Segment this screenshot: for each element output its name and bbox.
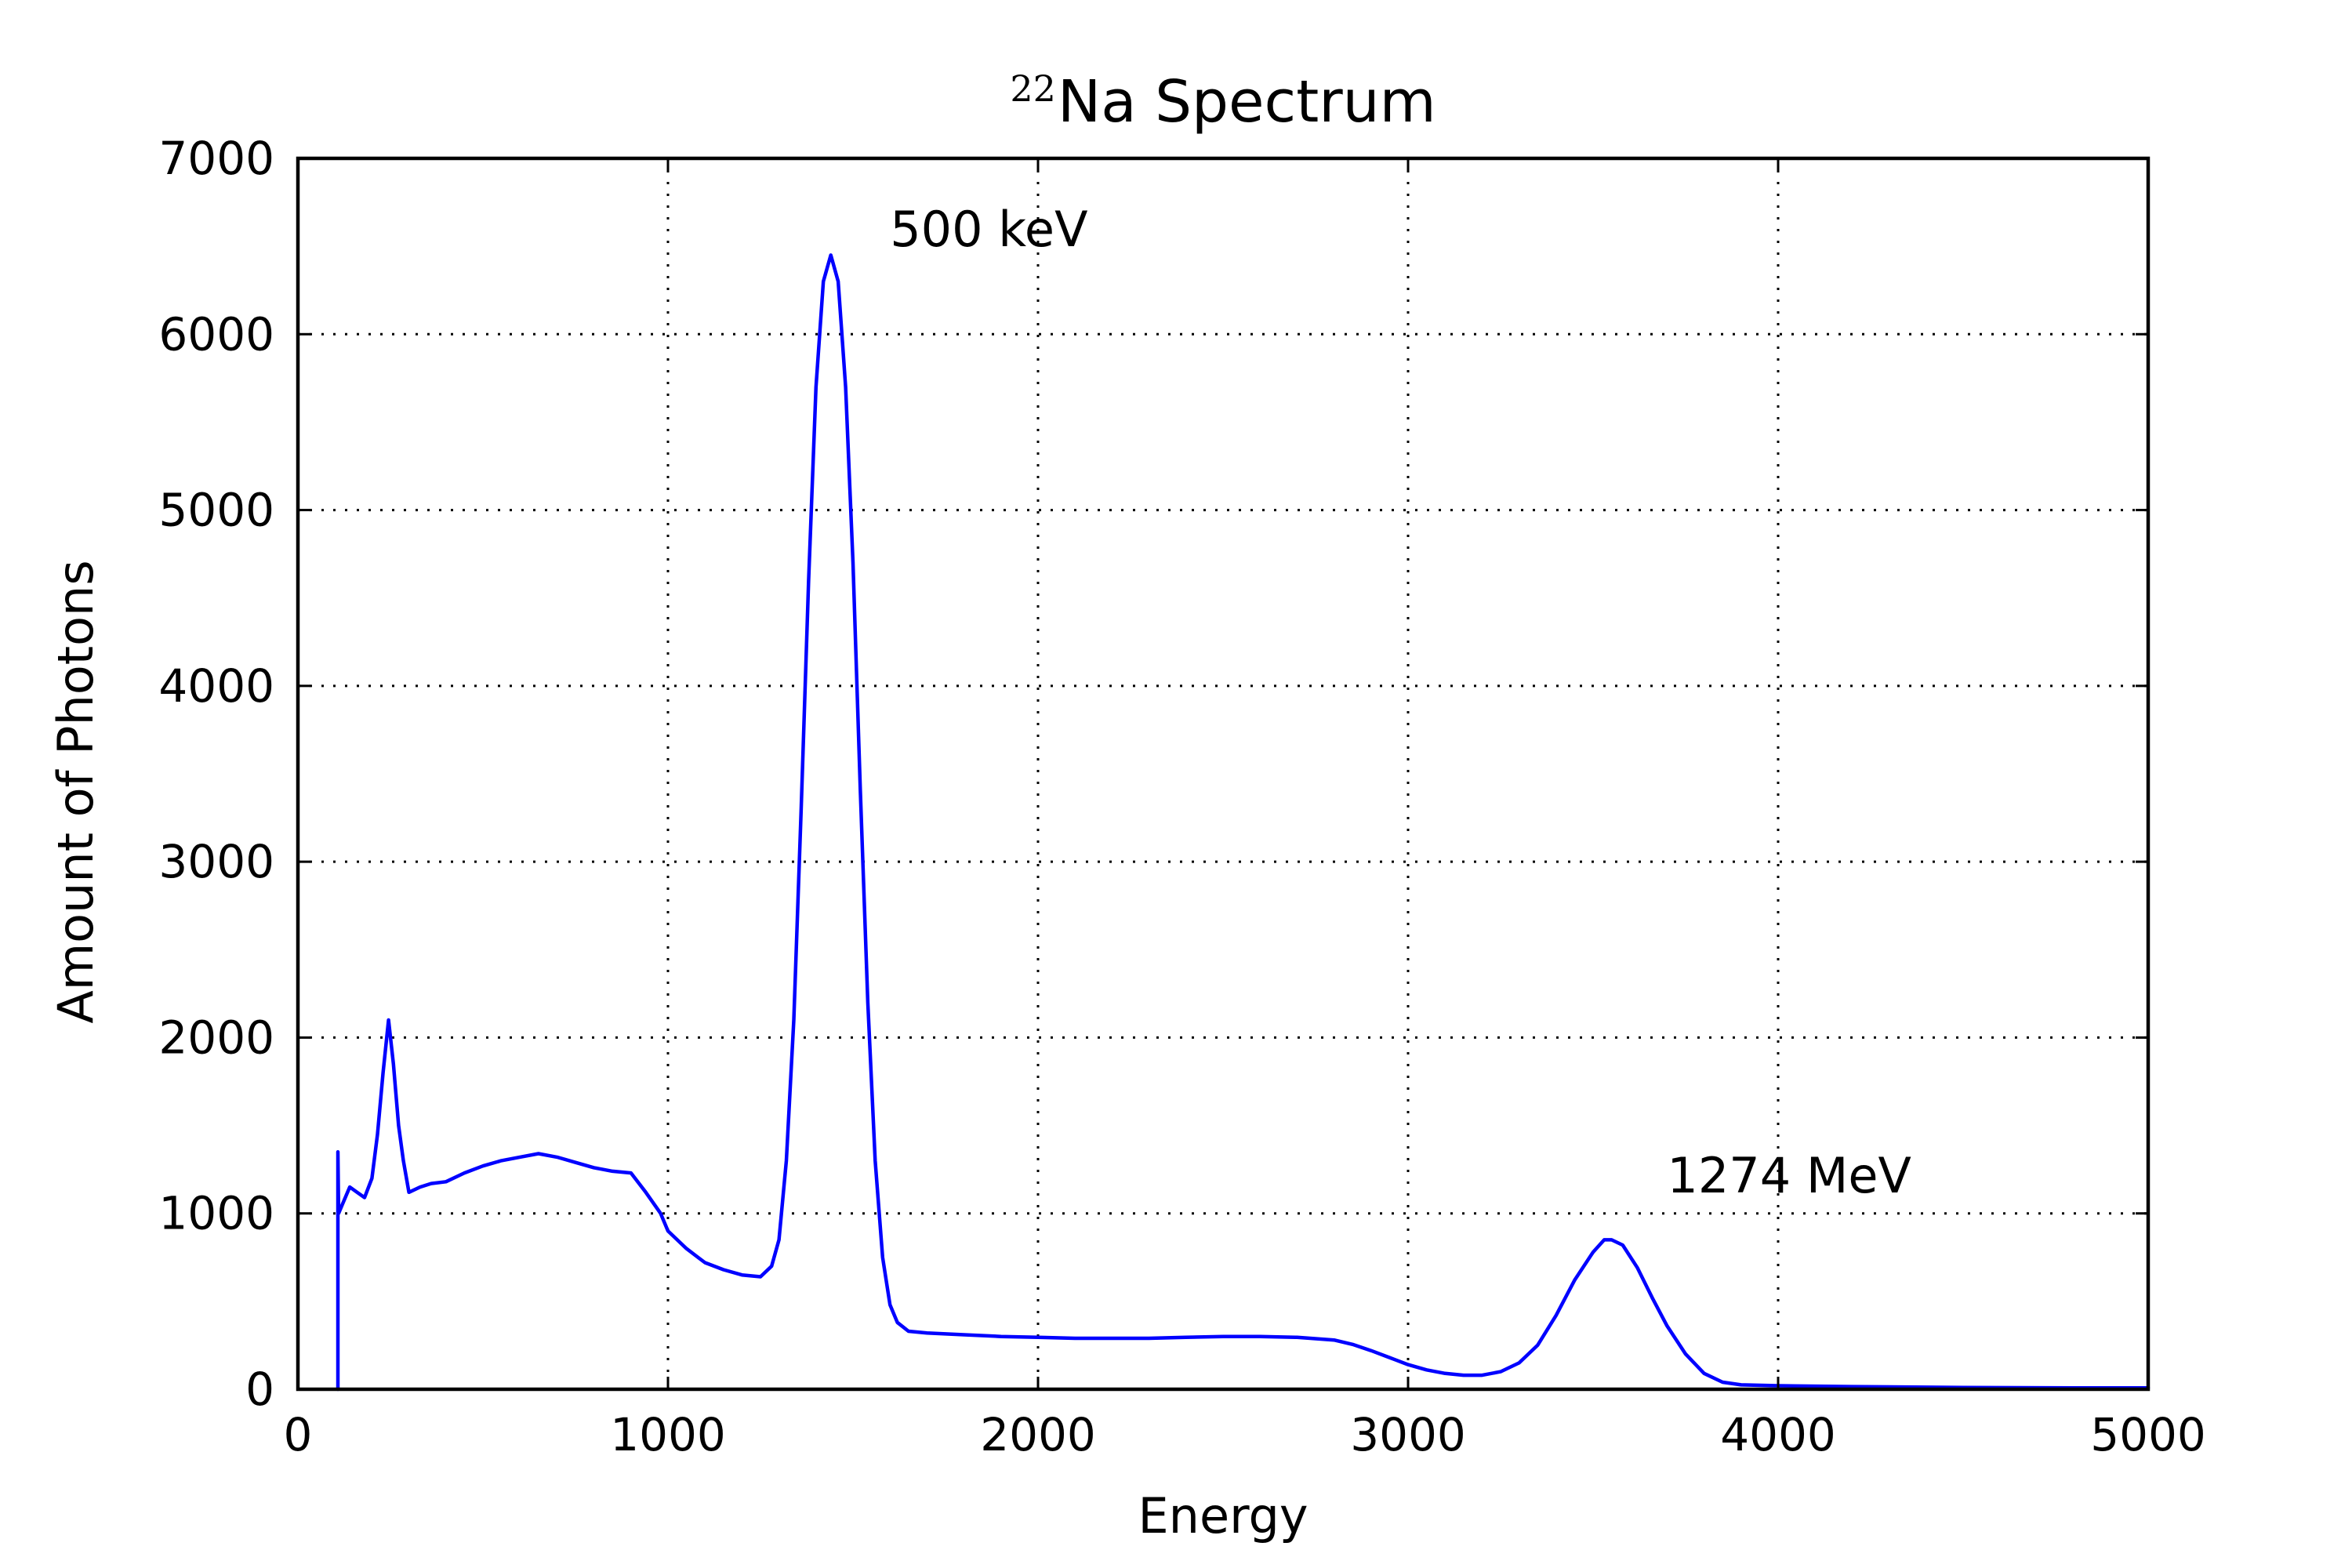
x-tick-labels: 0 1000 2000 3000 4000 5000 [284, 1408, 2206, 1461]
x-tick-label: 5000 [2090, 1408, 2206, 1461]
y-tick-label: 5000 [158, 484, 274, 537]
y-tick-label: 3000 [158, 835, 274, 888]
y-tick-label: 1000 [158, 1187, 274, 1240]
spectrum-line [336, 253, 2151, 1392]
y-tick-label: 4000 [158, 659, 274, 713]
y-tick-label: 2000 [158, 1011, 274, 1064]
x-tick-label: 2000 [980, 1408, 1096, 1461]
x-axis-title: Energy [1138, 1487, 1308, 1544]
x-tick-label: 0 [284, 1408, 313, 1461]
plot-frame [296, 156, 2151, 1392]
x-tick-label: 3000 [1350, 1408, 1466, 1461]
y-tick-label: 7000 [158, 132, 274, 185]
y-tick-label: 6000 [158, 307, 274, 361]
y-tick-label: 0 [245, 1363, 274, 1416]
x-tick-label: 1000 [610, 1408, 726, 1461]
series-layer [336, 253, 2151, 1392]
chart-title: 22Na Spectrum [1010, 67, 1436, 136]
peak-annotation: 500 keV [890, 201, 1087, 258]
y-axis-title: Amount of Photons [47, 560, 104, 1023]
title-text: Na Spectrum [1058, 68, 1436, 136]
annotations: 500 keV 1274 MeV [890, 201, 1911, 1204]
y-tick-labels: 0 1000 2000 3000 4000 5000 6000 7000 [158, 132, 274, 1416]
peak-annotation: 1274 MeV [1667, 1147, 1911, 1204]
grid [298, 158, 2148, 1389]
x-tick-label: 4000 [1720, 1408, 1836, 1461]
title-superscript: 22 [1010, 67, 1056, 110]
